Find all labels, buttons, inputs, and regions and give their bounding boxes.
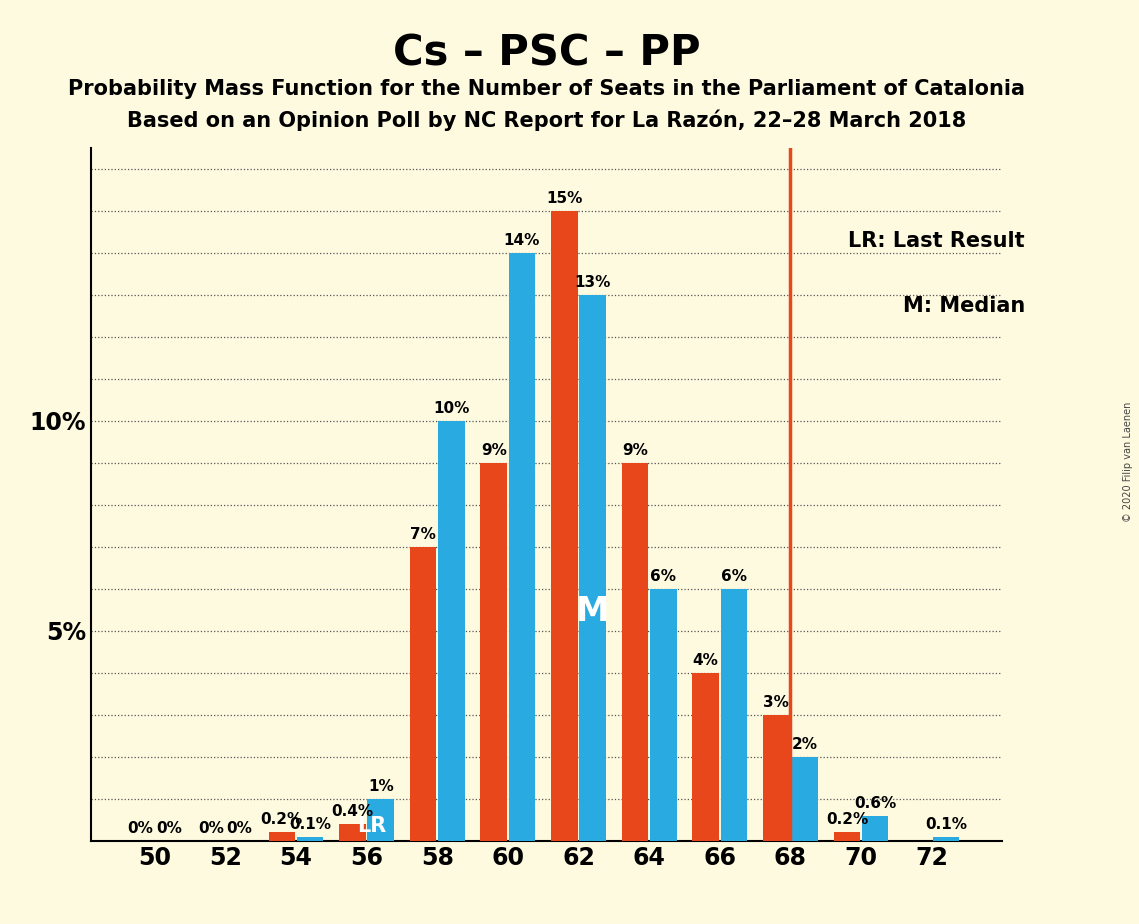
- Text: 0.6%: 0.6%: [854, 796, 896, 810]
- Text: © 2020 Filip van Laenen: © 2020 Filip van Laenen: [1123, 402, 1133, 522]
- Bar: [693, 673, 719, 841]
- Bar: [862, 816, 888, 841]
- Text: 7%: 7%: [410, 527, 436, 541]
- Text: 10%: 10%: [433, 401, 469, 416]
- Bar: [481, 463, 507, 841]
- Text: M: M: [576, 595, 609, 628]
- Bar: [269, 833, 295, 841]
- Bar: [792, 757, 818, 841]
- Text: 6%: 6%: [650, 569, 677, 584]
- Text: 0.4%: 0.4%: [331, 804, 374, 819]
- Text: Based on an Opinion Poll by NC Report for La Razón, 22–28 March 2018: Based on an Opinion Poll by NC Report fo…: [128, 109, 966, 130]
- Text: Cs – PSC – PP: Cs – PSC – PP: [393, 32, 700, 74]
- Bar: [933, 836, 959, 841]
- Text: M: Median: M: Median: [903, 296, 1025, 316]
- Text: 0%: 0%: [198, 821, 224, 836]
- Bar: [834, 833, 860, 841]
- Bar: [410, 547, 436, 841]
- Text: 0.1%: 0.1%: [289, 817, 331, 832]
- Bar: [763, 715, 789, 841]
- Text: 9%: 9%: [481, 443, 507, 457]
- Text: Probability Mass Function for the Number of Seats in the Parliament of Catalonia: Probability Mass Function for the Number…: [68, 79, 1025, 99]
- Text: 2%: 2%: [792, 736, 818, 752]
- Text: 0.2%: 0.2%: [826, 812, 868, 827]
- Bar: [622, 463, 648, 841]
- Text: 9%: 9%: [622, 443, 648, 457]
- Text: 0.2%: 0.2%: [261, 812, 303, 827]
- Text: 13%: 13%: [574, 274, 611, 290]
- Text: 0%: 0%: [227, 821, 253, 836]
- Text: 0%: 0%: [156, 821, 182, 836]
- Bar: [551, 211, 577, 841]
- Text: 15%: 15%: [547, 190, 582, 206]
- Bar: [368, 799, 394, 841]
- Text: 3%: 3%: [763, 695, 789, 710]
- Bar: [509, 253, 535, 841]
- Bar: [439, 420, 465, 841]
- Text: 0.1%: 0.1%: [925, 817, 967, 832]
- Text: LR: Last Result: LR: Last Result: [849, 231, 1025, 251]
- Text: 6%: 6%: [721, 569, 747, 584]
- Text: 1%: 1%: [368, 779, 394, 794]
- Bar: [580, 295, 606, 841]
- Text: 4%: 4%: [693, 652, 719, 668]
- Bar: [297, 836, 323, 841]
- Bar: [339, 824, 366, 841]
- Text: LR: LR: [358, 816, 386, 836]
- Bar: [721, 589, 747, 841]
- Text: 0%: 0%: [128, 821, 154, 836]
- Bar: [650, 589, 677, 841]
- Text: 14%: 14%: [503, 233, 540, 248]
